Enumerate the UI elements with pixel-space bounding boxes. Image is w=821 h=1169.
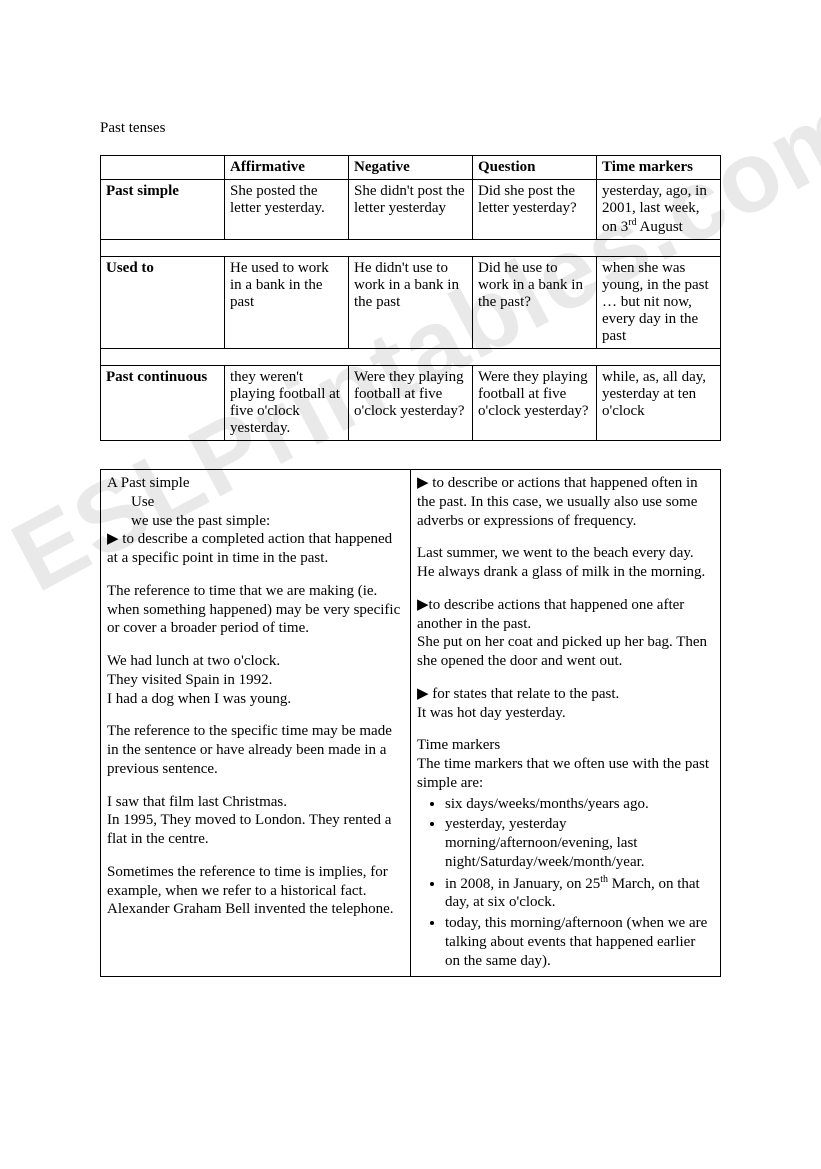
cell-aff: He used to work in a bank in the past bbox=[225, 257, 349, 349]
th-affirmative: Affirmative bbox=[225, 156, 349, 180]
table-header-row: Affirmative Negative Question Time marke… bbox=[101, 156, 721, 180]
usage-right-cell: ▶ to describe or actions that happened o… bbox=[411, 470, 721, 977]
cell-tm: when she was young, in the past … but ni… bbox=[597, 257, 721, 349]
th-negative: Negative bbox=[349, 156, 473, 180]
cell-neg: He didn't use to work in a bank in the p… bbox=[349, 257, 473, 349]
cell-tense: Past simple bbox=[101, 180, 225, 240]
table-row: Past continuous they weren't playing foo… bbox=[101, 366, 721, 441]
tenses-table: Affirmative Negative Question Time marke… bbox=[100, 155, 721, 441]
table-row: Past simple She posted the letter yester… bbox=[101, 180, 721, 240]
tm-sup: rd bbox=[628, 217, 636, 228]
list-item: today, this morning/afternoon (when we a… bbox=[445, 914, 714, 970]
usage-left-example: Alexander Graham Bell invented the telep… bbox=[107, 900, 404, 919]
table-spacer bbox=[101, 349, 721, 366]
usage-left-cell: A Past simple Use we use the past simple… bbox=[101, 470, 411, 977]
page-title: Past tenses bbox=[100, 120, 721, 137]
usage-right-example: It was hot day yesterday. bbox=[417, 704, 714, 723]
cell-tense: Used to bbox=[101, 257, 225, 349]
usage-left-example: I saw that film last Christmas. bbox=[107, 793, 404, 812]
tm-sup: th bbox=[600, 874, 608, 885]
cell-tense: Past continuous bbox=[101, 366, 225, 441]
usage-right-tm-head: Time markers bbox=[417, 736, 714, 755]
cell-q: Did she post the letter yesterday? bbox=[473, 180, 597, 240]
usage-right-bullet: ▶ to describe or actions that happened o… bbox=[417, 474, 714, 530]
usage-right-tm-intro: The time markers that we often use with … bbox=[417, 755, 714, 793]
usage-left-example: We had lunch at two o'clock. bbox=[107, 652, 404, 671]
list-item: yesterday, yesterday morning/afternoon/e… bbox=[445, 815, 714, 871]
tm-pre: in 2008, in January, on 25 bbox=[445, 876, 600, 892]
usage-left-para: The reference to time that we are making… bbox=[107, 582, 404, 638]
tm-post: August bbox=[637, 219, 683, 235]
usage-left-example: I had a dog when I was young. bbox=[107, 690, 404, 709]
usage-left-para: The reference to the specific time may b… bbox=[107, 722, 404, 778]
cell-tm: while, as, all day, yesterday at ten o'c… bbox=[597, 366, 721, 441]
usage-left-heading: A Past simple bbox=[107, 474, 404, 493]
usage-left-intro: we use the past simple: bbox=[107, 512, 404, 531]
th-blank bbox=[101, 156, 225, 180]
usage-right-bullet: ▶ for states that relate to the past. bbox=[417, 685, 714, 704]
th-time-markers: Time markers bbox=[597, 156, 721, 180]
th-question: Question bbox=[473, 156, 597, 180]
list-item: six days/weeks/months/years ago. bbox=[445, 795, 714, 814]
usage-right-example: He always drank a glass of milk in the m… bbox=[417, 563, 714, 582]
usage-left-subhead: Use bbox=[107, 493, 404, 512]
cell-q: Were they playing football at five o'clo… bbox=[473, 366, 597, 441]
usage-right-example: She put on her coat and picked up her ba… bbox=[417, 633, 714, 671]
usage-left-bullet: ▶ to describe a completed action that ha… bbox=[107, 530, 404, 568]
cell-tm: yesterday, ago, in 2001, last week, on 3… bbox=[597, 180, 721, 240]
table-spacer bbox=[101, 240, 721, 257]
page-content: Past tenses Affirmative Negative Questio… bbox=[0, 0, 821, 1017]
usage-left-para: Sometimes the reference to time is impli… bbox=[107, 863, 404, 901]
cell-aff: She posted the letter yesterday. bbox=[225, 180, 349, 240]
usage-left-example: In 1995, They moved to London. They rent… bbox=[107, 811, 404, 849]
usage-right-tm-list: six days/weeks/months/years ago. yesterd… bbox=[417, 795, 714, 971]
usage-right-bullet: ▶to describe actions that happened one a… bbox=[417, 596, 714, 634]
table-row: Used to He used to work in a bank in the… bbox=[101, 257, 721, 349]
cell-aff: they weren't playing football at five o'… bbox=[225, 366, 349, 441]
cell-neg: Were they playing football at five o'clo… bbox=[349, 366, 473, 441]
cell-neg: She didn't post the letter yesterday bbox=[349, 180, 473, 240]
list-item: in 2008, in January, on 25th March, on t… bbox=[445, 874, 714, 913]
usage-left-example: They visited Spain in 1992. bbox=[107, 671, 404, 690]
usage-right-example: Last summer, we went to the beach every … bbox=[417, 544, 714, 563]
usage-table: A Past simple Use we use the past simple… bbox=[100, 469, 721, 977]
cell-q: Did he use to work in a bank in the past… bbox=[473, 257, 597, 349]
